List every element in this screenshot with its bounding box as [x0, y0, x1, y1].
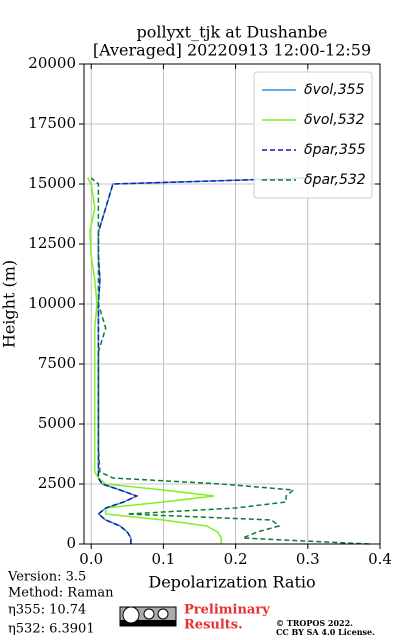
y-tick-label: 10000	[28, 294, 76, 312]
profile-line	[86, 177, 222, 544]
y-tick-label: 20000	[28, 54, 76, 72]
y-tick-label: 12500	[28, 234, 76, 252]
preliminary: Results.	[184, 618, 243, 633]
y-tick-label: 2500	[38, 474, 76, 492]
y-axis-label: Height (m)	[0, 260, 19, 348]
title: pollyxt_tjk at Dushanbe	[136, 23, 327, 42]
eta: η355: 10.74	[8, 603, 86, 618]
x-axis-label: Depolarization Ratio	[148, 573, 315, 592]
y-tick-label: 15000	[28, 174, 76, 192]
y-tick-label: 17500	[28, 114, 76, 132]
y-tick-label: 7500	[38, 354, 76, 372]
legend-label: δpar,532	[304, 172, 366, 188]
x-tick-label: 0.3	[296, 550, 320, 568]
x-tick-label: 0.4	[368, 550, 392, 568]
y-tick-label: 5000	[38, 414, 76, 432]
plot-frame	[83, 63, 381, 545]
profile-line	[97, 177, 308, 544]
legend-label: δvol,532	[304, 112, 365, 128]
copyright: CC BY SA 4.0 License.	[276, 627, 375, 637]
profile-line	[97, 177, 308, 544]
x-tick-label: 0.0	[79, 550, 103, 568]
preliminary: Preliminary	[184, 603, 270, 618]
legend-box	[253, 71, 373, 199]
cc-badge	[119, 606, 177, 627]
copyright: © TROPOS 2022.	[276, 618, 353, 628]
y-tick-label: 0	[66, 534, 76, 552]
legend-label: δvol,355	[304, 82, 365, 98]
x-tick-label: 0.1	[151, 550, 175, 568]
method: Method: Raman	[8, 586, 114, 601]
version: Version: 3.5	[7, 570, 86, 585]
profile-line	[90, 177, 370, 545]
title: [Averaged] 20220913 12:00-12:59	[93, 41, 371, 60]
eta: η532: 6.3901	[8, 622, 95, 637]
legend-label: δpar,355	[304, 142, 366, 158]
x-tick-label: 0.2	[224, 550, 248, 568]
